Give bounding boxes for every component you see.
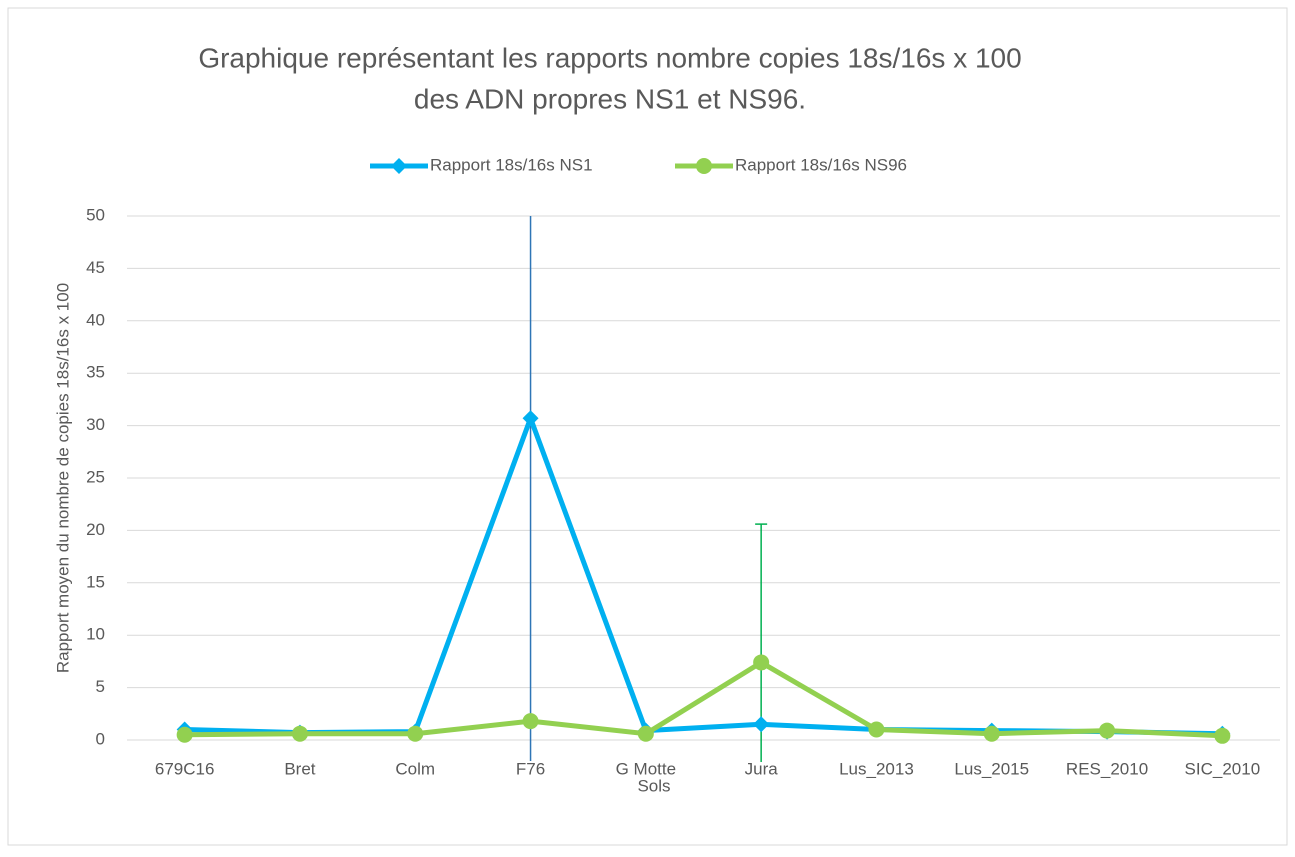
- point: [868, 721, 885, 738]
- y-tick-label: 15: [86, 572, 105, 591]
- point: [637, 725, 654, 742]
- point: [753, 654, 770, 671]
- x-tick-label: SIC_2010: [1185, 759, 1261, 778]
- x-tick-label: RES_2010: [1066, 759, 1148, 778]
- y-tick-label: 30: [86, 415, 105, 434]
- x-tick-label: Lus_2013: [839, 759, 914, 778]
- plot-clip: [176, 216, 1231, 762]
- y-tick-label: 20: [86, 520, 105, 539]
- y-tick-label: 50: [86, 205, 105, 224]
- x-tick-label: Colm: [395, 759, 435, 778]
- point: [522, 713, 539, 730]
- y-tick-label: 5: [96, 677, 105, 696]
- chart-title: Graphique représentant les rapports nomb…: [198, 42, 1021, 73]
- y-tick-label: 40: [86, 310, 105, 329]
- x-tick-label: G Motte: [616, 759, 676, 778]
- point: [522, 410, 539, 427]
- x-tick-label: Jura: [745, 759, 779, 778]
- point: [176, 726, 193, 743]
- y-axis-label: Rapport moyen du nombre de copies 18s/16…: [53, 283, 72, 673]
- x-tick-label: F76: [516, 759, 545, 778]
- point: [291, 725, 308, 742]
- y-tick-label: 0: [96, 729, 105, 748]
- point: [1214, 727, 1231, 744]
- legend-label: Rapport 18s/16s NS96: [735, 155, 907, 174]
- y-tick-label: 25: [86, 467, 105, 486]
- chart-title: des ADN propres NS1 et NS96.: [414, 83, 806, 114]
- series-line: [184, 659, 1223, 739]
- legend-marker: [391, 158, 407, 174]
- y-tick-label: 45: [86, 258, 105, 277]
- x-tick-label: 679C16: [155, 759, 215, 778]
- legend-label: Rapport 18s/16s NS1: [430, 155, 593, 174]
- point: [753, 716, 770, 733]
- y-tick-label: 10: [86, 625, 105, 644]
- x-axis-label: Sols: [637, 776, 670, 795]
- point: [1099, 722, 1116, 739]
- x-tick-label: Lus_2015: [954, 759, 1029, 778]
- legend-marker: [696, 158, 712, 174]
- point: [983, 725, 1000, 742]
- point: [407, 725, 424, 742]
- y-tick-label: 35: [86, 363, 105, 382]
- x-tick-label: Bret: [284, 759, 315, 778]
- chart-border: [7, 7, 1288, 846]
